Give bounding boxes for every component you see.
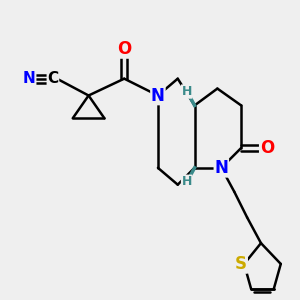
- Text: C: C: [47, 71, 58, 86]
- Text: N: N: [151, 86, 165, 104]
- Text: N: N: [23, 71, 35, 86]
- Text: N: N: [214, 159, 228, 177]
- Text: O: O: [260, 139, 274, 157]
- Text: O: O: [117, 40, 131, 58]
- Text: H: H: [182, 175, 192, 188]
- Text: S: S: [235, 255, 247, 273]
- Text: H: H: [182, 85, 192, 98]
